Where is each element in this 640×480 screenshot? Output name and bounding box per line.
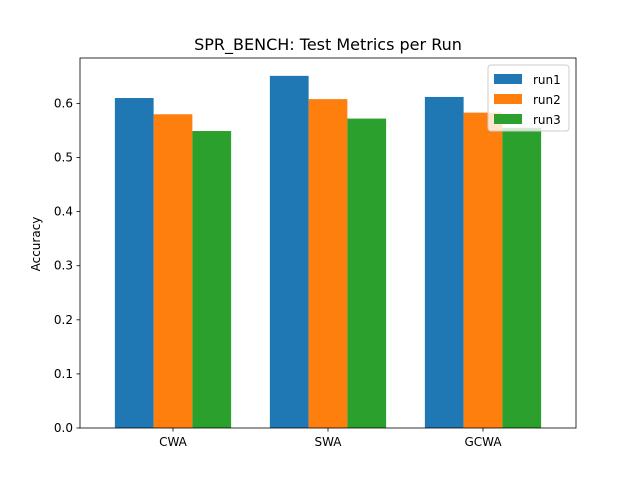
bar-run3-gcwa [502, 127, 542, 428]
bar-run2-gcwa [463, 112, 503, 428]
bar-run1-cwa [114, 98, 154, 429]
y-tick-label: 0.0 [54, 421, 73, 435]
bar-run2-swa [308, 99, 348, 428]
x-tick-label-swa: SWA [314, 435, 342, 449]
legend-label-run1: run1 [533, 73, 561, 87]
legend-label-run3: run3 [533, 113, 561, 127]
bar-run1-swa [269, 75, 309, 428]
x-tick-label-cwa: CWA [159, 435, 188, 449]
bar-run3-cwa [192, 131, 232, 429]
y-tick-label: 0.6 [54, 96, 73, 110]
legend-swatch-run1 [494, 74, 522, 84]
y-tick-label: 0.1 [54, 367, 73, 381]
legend-label-run2: run2 [533, 93, 561, 107]
y-axis-label: Accuracy [29, 217, 43, 272]
x-tick-label-gcwa: GCWA [464, 435, 502, 449]
bar-run1-gcwa [424, 96, 464, 429]
legend-swatch-run3 [494, 114, 522, 124]
y-tick-label: 0.3 [54, 259, 73, 273]
legend: run1 run2 run3 [487, 64, 570, 132]
y-tick-label: 0.5 [54, 151, 73, 165]
bar-run3-swa [347, 118, 387, 429]
bar-run2-cwa [153, 114, 193, 428]
plot-area: 0.0 0.1 0.2 0.3 0.4 0.5 0.6 CWA SWA GCWA [54, 57, 577, 449]
y-tick-label: 0.2 [54, 313, 73, 327]
legend-swatch-run2 [494, 94, 522, 104]
chart-title: SPR_BENCH: Test Metrics per Run [194, 35, 462, 55]
y-tick-label: 0.4 [54, 205, 73, 219]
